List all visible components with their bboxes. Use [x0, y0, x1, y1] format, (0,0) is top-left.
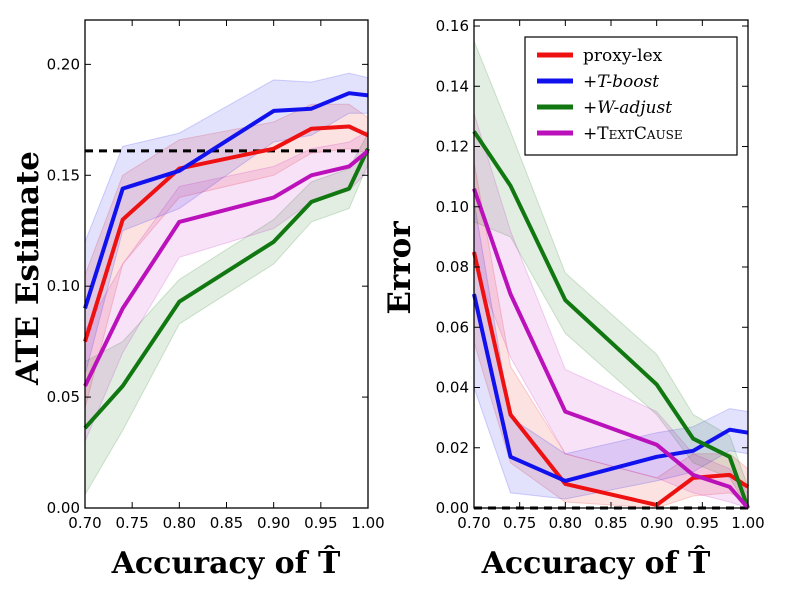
- ate-estimate-chart: ATE Estimate Accuracy of T̂ 0.70 0.75 0.80…: [10, 19, 385, 581]
- right-y-axis-label: Error: [382, 221, 418, 315]
- right-line-textcause: [472, 188, 750, 510]
- left-line-proxy_lex: [83, 124, 369, 343]
- right-y-tick-label: 0.14: [436, 77, 469, 95]
- legend-label-w_adjust: +W-adjust: [583, 98, 672, 118]
- legend: proxy-lex+T-boost+W-adjust+TextCause: [524, 36, 738, 156]
- right-x-tick-label: 0.90: [640, 514, 673, 532]
- right-x-tick-label: 0.75: [503, 514, 536, 532]
- left-y-tick-label: 0.20: [47, 55, 80, 73]
- right-y-tick-label: 0.02: [436, 439, 469, 457]
- left-x-tick-label: 0.70: [68, 514, 101, 532]
- right-y-tick-label: 0.12: [436, 138, 469, 156]
- right-y-tick-label: 0.06: [436, 318, 469, 336]
- left-line-w_adjust: [83, 147, 370, 430]
- legend-label-t_boost: +T-boost: [583, 72, 659, 92]
- right-y-tick-label: 0.10: [436, 198, 469, 216]
- error-chart: Error Accuracy of T̂ 0.70 0.75 0.80 0.85 0.9…: [382, 17, 765, 581]
- legend-name: W-adjust: [597, 98, 672, 118]
- left-line-textcause: [83, 149, 370, 387]
- left-x-tick-label: 0.90: [257, 514, 290, 532]
- legend-plus: +: [583, 72, 597, 92]
- left-x-tick-label: 0.85: [210, 514, 243, 532]
- left-y-tick-label: 0.05: [47, 388, 80, 406]
- right-line-t_boost: [472, 293, 749, 483]
- legend-plus: +: [583, 98, 597, 118]
- left-y-axis-label: ATE Estimate: [10, 151, 46, 386]
- legend-plus: +: [583, 124, 597, 144]
- left-x-tick-label: 1.00: [351, 514, 384, 532]
- left-y-tick-label: 0.15: [47, 166, 80, 184]
- left-y-tick-label: 0.00: [47, 499, 80, 517]
- right-y-tick-label: 0.08: [436, 258, 469, 276]
- right-x-axis-label: Accuracy of T̂: [481, 546, 711, 581]
- legend-label-proxy_lex: proxy-lex: [583, 46, 663, 66]
- right-y-tick-label: 0.04: [436, 379, 469, 397]
- right-y-tick-label: 0.16: [436, 17, 469, 35]
- left-x-tick-label: 0.80: [163, 514, 196, 532]
- right-x-tick-label: 0.70: [457, 514, 490, 532]
- right-x-tick-label: 0.85: [594, 514, 627, 532]
- left-y-tick-label: 0.10: [47, 277, 80, 295]
- left-x-tick-label: 0.75: [115, 514, 148, 532]
- right-y-tick-label: 0.00: [436, 499, 469, 517]
- legend-name: proxy-lex: [583, 46, 663, 66]
- left-x-tick-label: 0.95: [304, 514, 337, 532]
- right-x-tick-label: 0.80: [549, 514, 582, 532]
- right-line-w_adjust: [472, 130, 750, 509]
- right-x-tick-label: 1.00: [731, 514, 764, 532]
- right-x-tick-label: 0.95: [686, 514, 719, 532]
- legend-name: T-boost: [597, 72, 659, 92]
- left-x-axis-label: Accuracy of T̂: [111, 546, 341, 581]
- legend-label-textcause: +TextCause: [583, 124, 683, 144]
- left-line-t_boost: [83, 91, 369, 310]
- legend-name: TextCause: [597, 124, 682, 144]
